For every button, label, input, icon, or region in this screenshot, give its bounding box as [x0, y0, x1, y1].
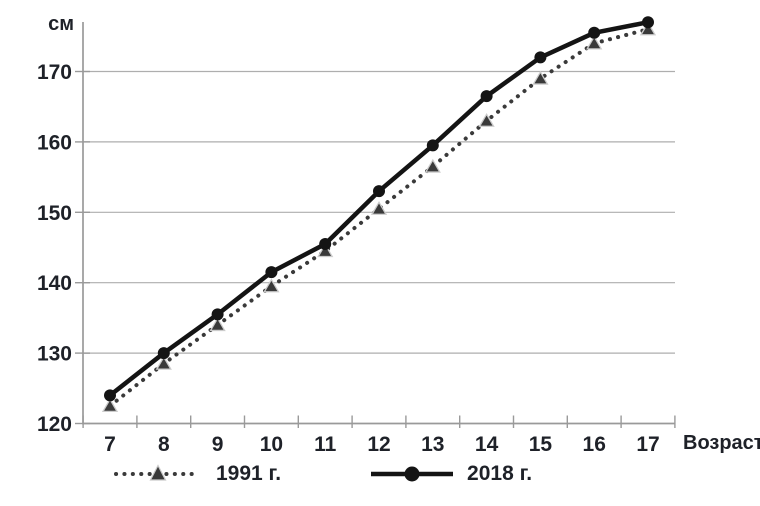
legend-item-2018: 2018 г. — [369, 461, 532, 487]
marker-triangle-age-14 — [478, 112, 495, 127]
height-by-age-line-chart: 120 130 140 150 160 170 7 8 9 10 11 12 13 14 15 16 17 см В… — [37, 13, 760, 456]
marker-circle-age-9 — [211, 308, 224, 321]
marker-triangle-age-12 — [370, 200, 388, 215]
y-tick-label-150: 150 — [37, 202, 72, 225]
marker-circle-age-17 — [642, 16, 654, 29]
x-tick-label-12: 12 — [367, 433, 390, 456]
legend-item-1991: 1991 г. — [112, 461, 281, 487]
marker-circle-age-14 — [480, 90, 493, 103]
marker-triangle-age-7 — [101, 398, 119, 413]
y-tick-label-140: 140 — [37, 272, 72, 295]
marker-triangle-age-8 — [155, 355, 172, 370]
marker-circle-age-7 — [104, 389, 116, 402]
marker-triangle-age-10 — [263, 278, 280, 293]
marker-triangle-age-9 — [209, 317, 226, 332]
x-axis-title: Возраст — [683, 432, 760, 454]
marker-triangle-age-11 — [317, 243, 334, 258]
y-tick-label-120: 120 — [37, 413, 72, 436]
x-tick-label-7: 7 — [104, 433, 116, 456]
legend-marker-1991-dotted-triangle-icon — [114, 464, 202, 481]
legend-triangle-marker-icon — [149, 464, 167, 481]
x-tick-label-10: 10 — [260, 433, 283, 456]
marker-circle-age-15 — [534, 51, 547, 64]
x-tick-label-17: 17 — [636, 433, 659, 456]
marker-circle-age-11 — [319, 237, 332, 250]
marker-circle-age-10 — [265, 266, 278, 279]
x-tick-label-13: 13 — [421, 433, 444, 456]
legend-label-1991: 1991 г. — [216, 462, 282, 485]
marker-triangle-age-13 — [424, 158, 441, 173]
marker-circle-age-16 — [588, 26, 601, 39]
marker-triangle-age-16 — [586, 35, 603, 50]
series-line-1991 — [108, 27, 650, 408]
legend-circle-marker-icon — [404, 466, 420, 482]
x-tick-label-9: 9 — [212, 433, 224, 456]
y-tick-label-170: 170 — [37, 61, 72, 84]
marker-circle-age-13 — [426, 139, 439, 152]
legend-label-2018: 2018 г. — [467, 462, 533, 485]
chart-legend: 1991 г. 2018 г. — [112, 461, 532, 487]
legend-marker-2018-solid-circle-icon — [371, 466, 454, 482]
marker-triangle-age-15 — [532, 70, 549, 85]
x-tick-label-16: 16 — [583, 433, 606, 456]
x-tick-label-11: 11 — [314, 433, 337, 456]
x-tick-label-15: 15 — [529, 433, 553, 456]
y-tick-label-130: 130 — [37, 343, 72, 366]
marker-circle-age-8 — [157, 347, 170, 360]
y-axis-title: см — [48, 13, 74, 35]
marker-triangle-age-17 — [639, 21, 657, 36]
marker-circle-age-12 — [373, 185, 385, 198]
x-tick-label-8: 8 — [158, 433, 170, 456]
x-tick-label-14: 14 — [475, 433, 499, 456]
y-tick-label-160: 160 — [37, 131, 72, 154]
